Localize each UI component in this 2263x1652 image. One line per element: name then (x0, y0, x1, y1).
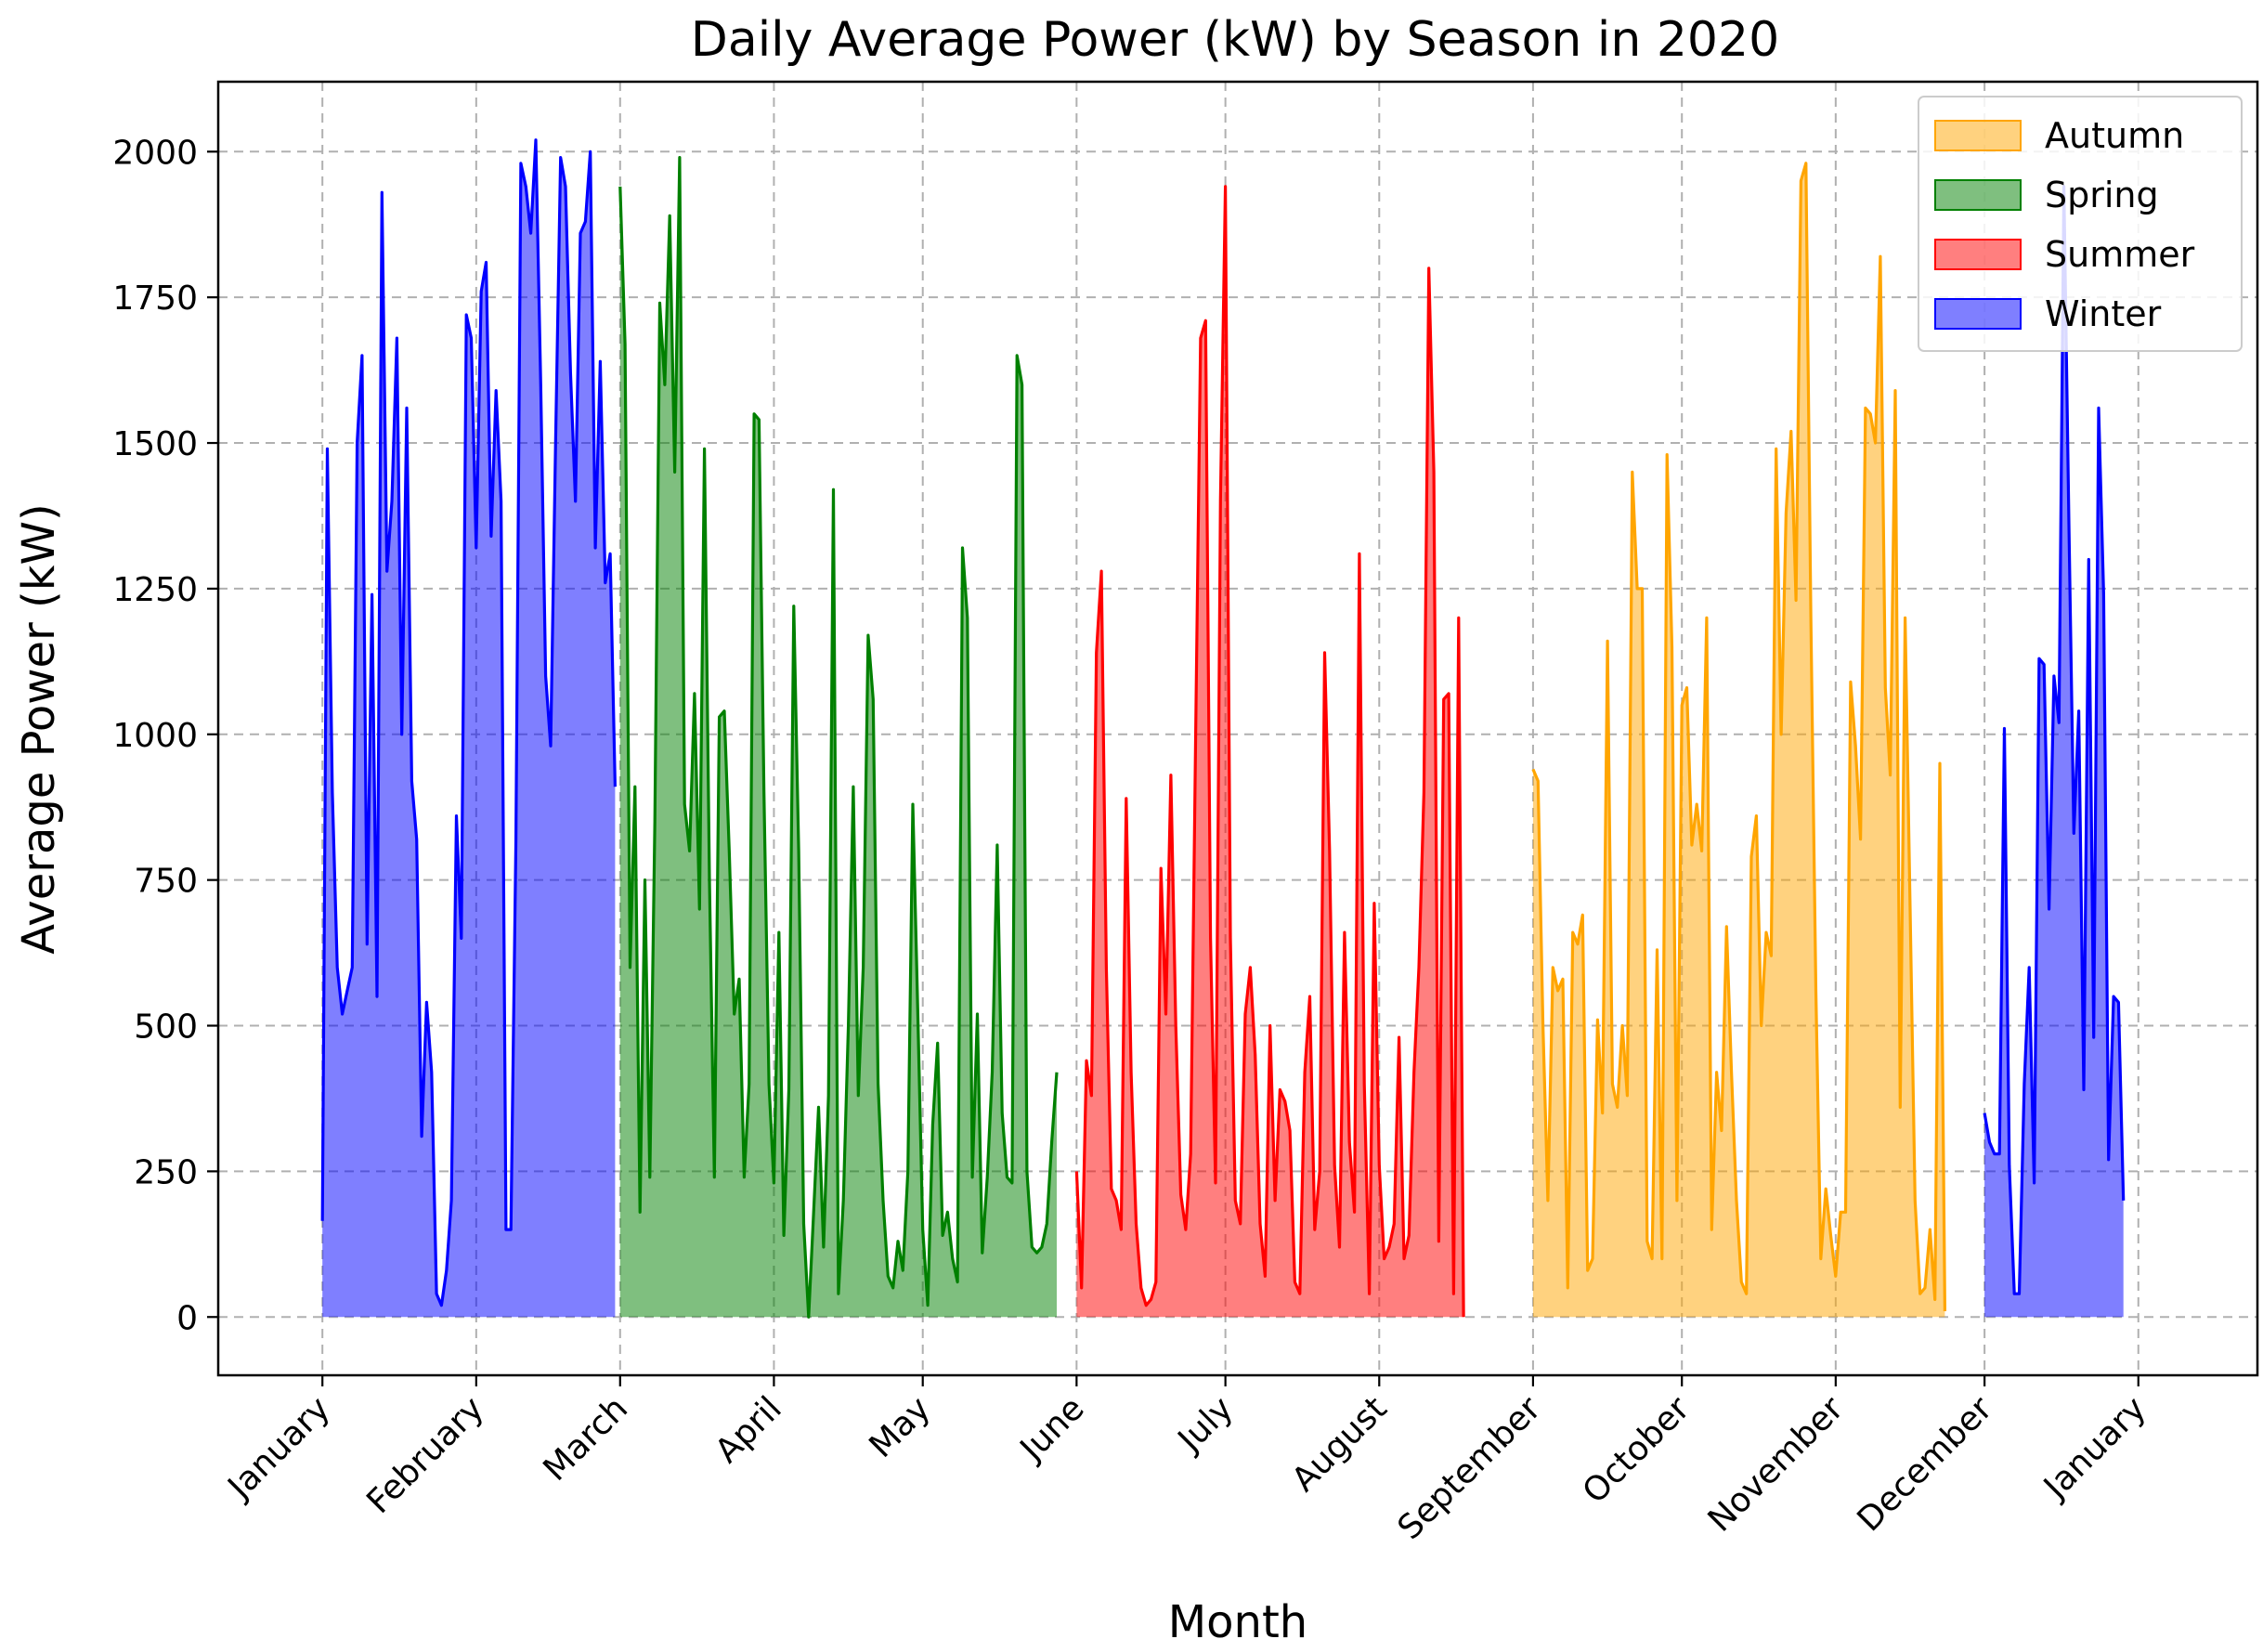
y-tick-label: 0 (176, 1299, 198, 1337)
area-autumn-3 (1532, 163, 1945, 1318)
plot-frame (216, 80, 2259, 1377)
y-axis-label: Average Power (kW) (13, 503, 65, 954)
x-tick-label: August (1285, 1389, 1395, 1499)
x-tick-label: October (1576, 1389, 1697, 1511)
x-tick-label: January (220, 1389, 338, 1507)
line-spring-1 (618, 156, 1059, 1319)
legend-label-spring: Spring (2045, 175, 2159, 215)
legend-label-winter: Winter (2045, 293, 2162, 334)
y-tick-label: 1250 (112, 571, 198, 609)
x-tick-label: September (1391, 1389, 1549, 1547)
chart-title: Daily Average Power (kW) by Season in 20… (691, 12, 1779, 68)
legend-label-summer: Summer (2045, 234, 2195, 275)
legend-swatch-summer (1934, 239, 2022, 270)
x-axis-label: Month (1168, 1596, 1307, 1648)
x-tick-label: June (1012, 1389, 1092, 1469)
y-tick-label: 1000 (112, 717, 198, 755)
area-spring-1 (619, 157, 1057, 1318)
legend-swatch-autumn (1934, 120, 2022, 151)
line-winter-4 (1983, 185, 2126, 1295)
area-layer (320, 138, 2126, 1319)
y-tick-label: 1500 (112, 425, 198, 463)
y-tick-label: 750 (134, 863, 198, 901)
y-tick-label: 1750 (112, 280, 198, 318)
x-tick-label: March (537, 1389, 636, 1489)
x-tick-label: November (1701, 1389, 1852, 1540)
area-winter-0 (322, 139, 616, 1318)
legend-label-autumn: Autumn (2045, 115, 2184, 156)
y-tick-label: 2000 (112, 134, 198, 172)
line-summer-2 (1074, 185, 1465, 1318)
x-tick-label: January (2035, 1389, 2153, 1507)
x-tick-label: May (862, 1389, 938, 1465)
y-tick-label: 500 (134, 1008, 198, 1047)
x-tick-label: April (709, 1389, 789, 1470)
legend-box (1918, 96, 2243, 352)
line-winter-0 (320, 138, 617, 1307)
legend: Autumn Spring Summer Winter (1918, 96, 2243, 352)
x-tick-label: July (1170, 1389, 1241, 1460)
x-tick-label: February (359, 1389, 491, 1521)
legend-swatch-spring (1934, 179, 2022, 211)
line-autumn-3 (1531, 162, 1946, 1312)
area-summer-2 (1076, 186, 1464, 1318)
x-tick-label: December (1850, 1389, 1999, 1539)
legend-swatch-winter (1934, 298, 2022, 330)
y-tick-label: 250 (134, 1153, 198, 1191)
area-winter-4 (1984, 186, 2124, 1318)
